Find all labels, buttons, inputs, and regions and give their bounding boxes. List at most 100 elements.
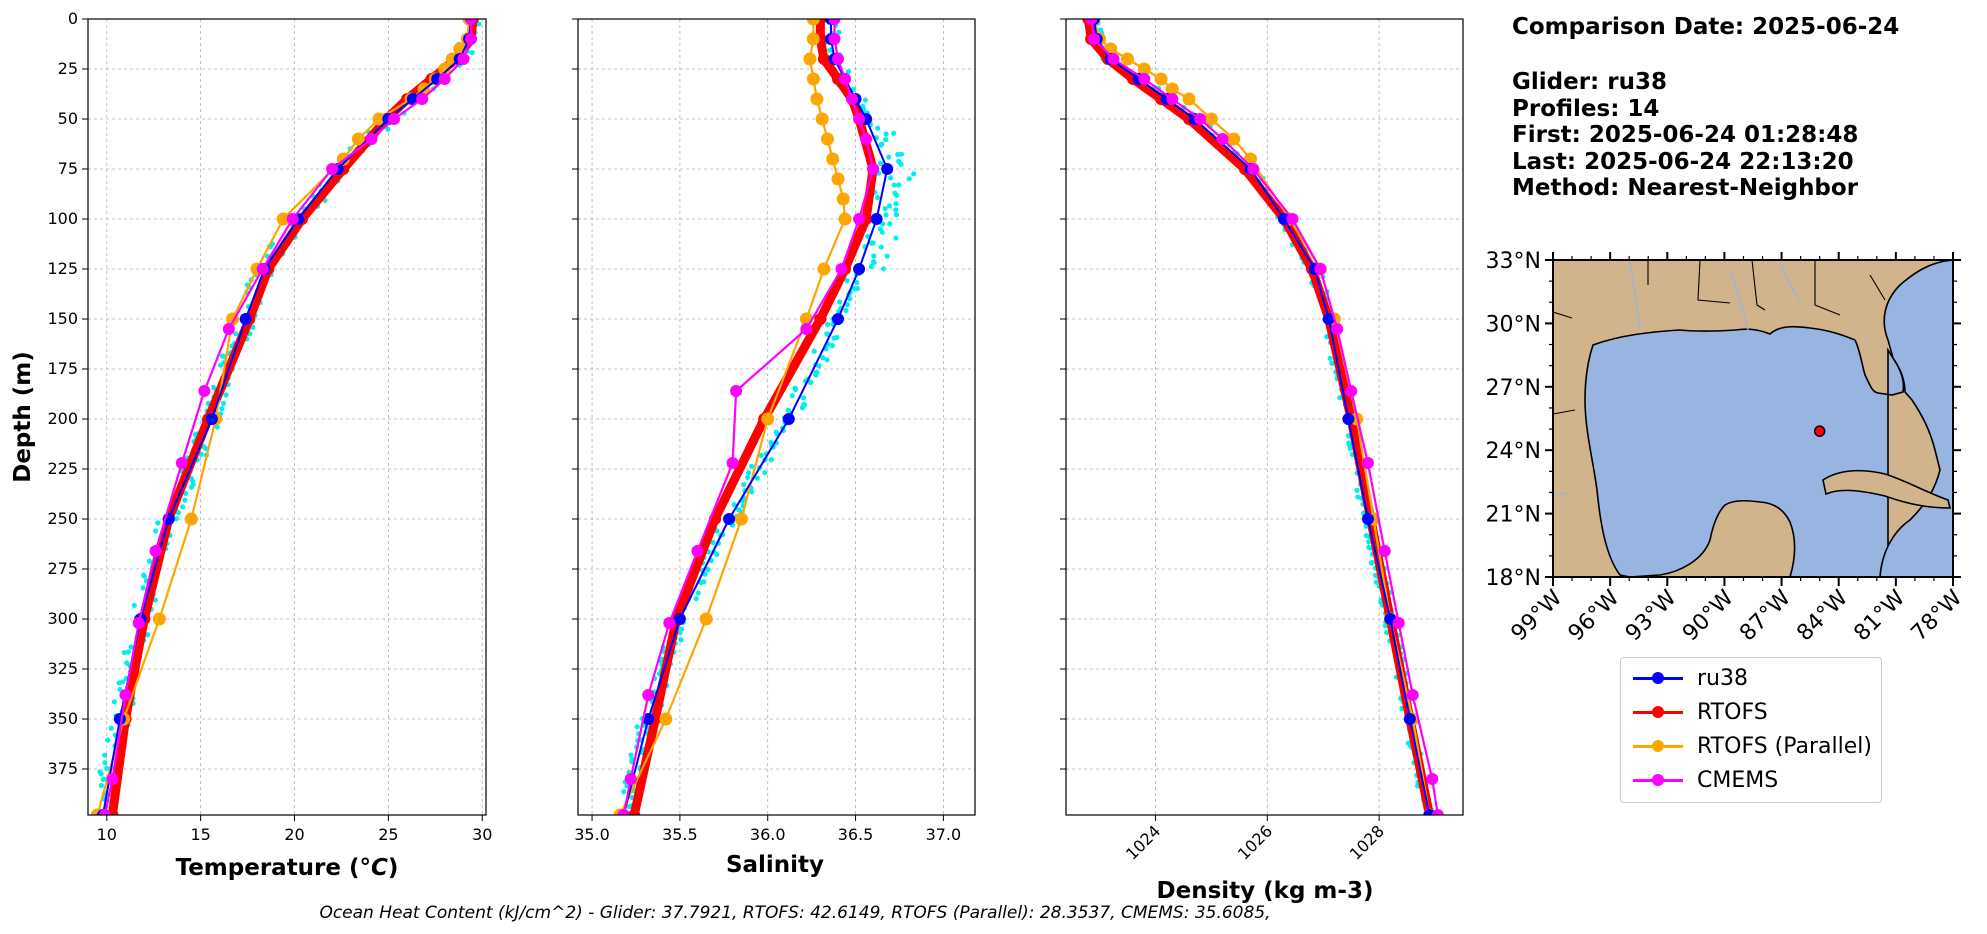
map-lat-label: 18°N bbox=[1486, 566, 1541, 591]
salinity-point-rtofs-parallel bbox=[826, 152, 840, 166]
density-glider-raw-points bbox=[1086, 20, 1435, 815]
density-glider-raw-point bbox=[1366, 539, 1372, 545]
salinity-axis-label: Salinity bbox=[726, 852, 824, 878]
comparison-date: Comparison Date: 2025-06-24 bbox=[1512, 14, 1900, 40]
salinity-point-cmems bbox=[853, 213, 866, 225]
density-glider-raw-point bbox=[1354, 487, 1360, 493]
density-glider-raw-point bbox=[1373, 579, 1379, 585]
salinity-line-rtofs bbox=[629, 19, 878, 815]
interpolation-method: Method: Nearest-Neighbor bbox=[1512, 175, 1859, 201]
temperature-glider-raw-point bbox=[476, 21, 482, 27]
temperature-glider-raw-point bbox=[198, 451, 204, 457]
temperature-y-tick-label: 25 bbox=[58, 59, 78, 78]
salinity-glider-raw-point bbox=[741, 481, 747, 488]
density-point-cmems bbox=[1166, 93, 1179, 105]
density-x-tick-label: 1024 bbox=[1122, 821, 1164, 863]
salinity-point-ru38 bbox=[853, 263, 866, 275]
temperature-point-cmems bbox=[388, 113, 401, 125]
temperature-glider-raw-point bbox=[101, 776, 107, 782]
salinity-point-rtofs-parallel bbox=[699, 612, 713, 626]
temperature-point-ru38 bbox=[239, 313, 252, 325]
temperature-y-tick-label: 250 bbox=[47, 509, 78, 528]
salinity-glider-raw-point bbox=[836, 29, 842, 35]
salinity-point-cmems bbox=[642, 689, 655, 701]
density-line-rtofs bbox=[1083, 19, 1434, 815]
temperature-x-tick-label: 20 bbox=[284, 825, 304, 844]
salinity-point-cmems bbox=[828, 19, 841, 25]
salinity-glider-raw-point bbox=[693, 596, 699, 602]
salinity-grid bbox=[578, 18, 975, 815]
temperature-y-tick-label: 275 bbox=[47, 559, 78, 578]
salinity-point-ru38 bbox=[782, 413, 795, 425]
salinity-glider-raw-point bbox=[893, 192, 900, 198]
legend-item-rtofs: RTOFS bbox=[1633, 697, 1768, 727]
map-ticks bbox=[1545, 252, 1961, 586]
temperature-point-rtofs-parallel bbox=[438, 62, 452, 76]
salinity-point-rtofs-parallel bbox=[806, 19, 820, 26]
salinity-glider-raw-point bbox=[880, 266, 887, 272]
density-point-rtofs-parallel bbox=[1121, 52, 1135, 66]
salinity-point-cmems bbox=[867, 163, 880, 175]
legend-swatch-cmems bbox=[1633, 765, 1683, 795]
temperature-glider-raw-point bbox=[131, 602, 137, 609]
temperature-point-cmems bbox=[326, 163, 339, 175]
profile-count: Profiles: 14 bbox=[1512, 96, 1660, 122]
temperature-glider-raw-point bbox=[153, 528, 159, 534]
temperature-glider-raw-point bbox=[128, 644, 134, 650]
salinity-glider-raw-point bbox=[758, 452, 764, 459]
salinity-glider-raw-point bbox=[851, 286, 858, 292]
salinity-glider-raw-point bbox=[843, 307, 849, 314]
temperature-glider-raw-point bbox=[173, 515, 179, 522]
map-lat-label: 21°N bbox=[1486, 503, 1541, 528]
temperature-y-tick-label: 325 bbox=[47, 659, 78, 678]
temperature-grid bbox=[88, 18, 486, 815]
salinity-glider-raw-point bbox=[629, 756, 635, 762]
temperature-y-ticks: 0 25 50 75 100 125 150 175 200 225 250 275 300 325 350… bbox=[47, 9, 88, 778]
temperature-glider-raw-point bbox=[155, 520, 161, 526]
density-point-cmems bbox=[1378, 545, 1391, 557]
salinity-glider-raw-point bbox=[745, 474, 751, 481]
temperature-line-cmems bbox=[103, 19, 473, 815]
temperature-point-rtofs-parallel bbox=[372, 112, 386, 126]
map-lon-label: 78°W bbox=[1907, 585, 1968, 646]
temperature-point-cmems bbox=[416, 93, 429, 105]
temperature-glider-raw-point bbox=[188, 475, 194, 482]
salinity-point-cmems bbox=[860, 133, 873, 145]
density-point-rtofs-parallel bbox=[1137, 62, 1151, 76]
salinity-glider-raw-point bbox=[768, 439, 774, 446]
temperature-glider-raw-point bbox=[152, 597, 158, 603]
temperature-glider-raw-point bbox=[182, 497, 188, 503]
map-rivers bbox=[1553, 261, 1801, 497]
temperature-point-rtofs-parallel bbox=[184, 512, 198, 526]
temperature-glider-raw-point bbox=[125, 649, 131, 655]
temperature-y-tick-label: 125 bbox=[47, 259, 78, 278]
salinity-glider-raw-point bbox=[829, 343, 835, 349]
temperature-point-cmems bbox=[132, 617, 145, 629]
salinity-point-ru38 bbox=[673, 613, 686, 625]
salinity-glider-raw-point bbox=[844, 278, 850, 284]
salinity-glider-raw-point bbox=[862, 97, 868, 103]
salinity-glider-raw-point bbox=[634, 724, 640, 730]
depth-axis-label: Depth (m) bbox=[10, 351, 36, 483]
map-lon-label: 99°W bbox=[1507, 585, 1568, 646]
salinity-glider-raw-point bbox=[705, 566, 711, 573]
salinity-point-cmems bbox=[730, 385, 743, 397]
density-glider-raw-point bbox=[1329, 360, 1335, 366]
temperature-glider-raw-point bbox=[105, 737, 111, 743]
density-point-ru38 bbox=[1322, 313, 1335, 325]
salinity-profile-panel: 35.0 35.5 36.0 36.5 37.0 Salinity bbox=[572, 18, 976, 878]
legend-dot-rtofs bbox=[1652, 706, 1664, 718]
map-lat-label: 24°N bbox=[1486, 439, 1541, 464]
density-grid bbox=[1066, 18, 1463, 815]
salinity-glider-raw-point bbox=[898, 151, 905, 157]
salinity-point-cmems bbox=[800, 323, 813, 335]
density-point-cmems bbox=[1331, 323, 1344, 335]
salinity-glider-raw-point bbox=[898, 161, 904, 167]
salinity-glider-raw-point bbox=[877, 160, 884, 167]
temperature-glider-raw-point bbox=[102, 760, 108, 766]
density-point-rtofs-parallel bbox=[1204, 112, 1218, 126]
salinity-x-tick-label: 36.0 bbox=[750, 825, 786, 844]
density-point-ru38 bbox=[1342, 413, 1355, 425]
salinity-glider-raw-point bbox=[906, 176, 912, 182]
salinity-glider-raw-point bbox=[807, 379, 814, 386]
